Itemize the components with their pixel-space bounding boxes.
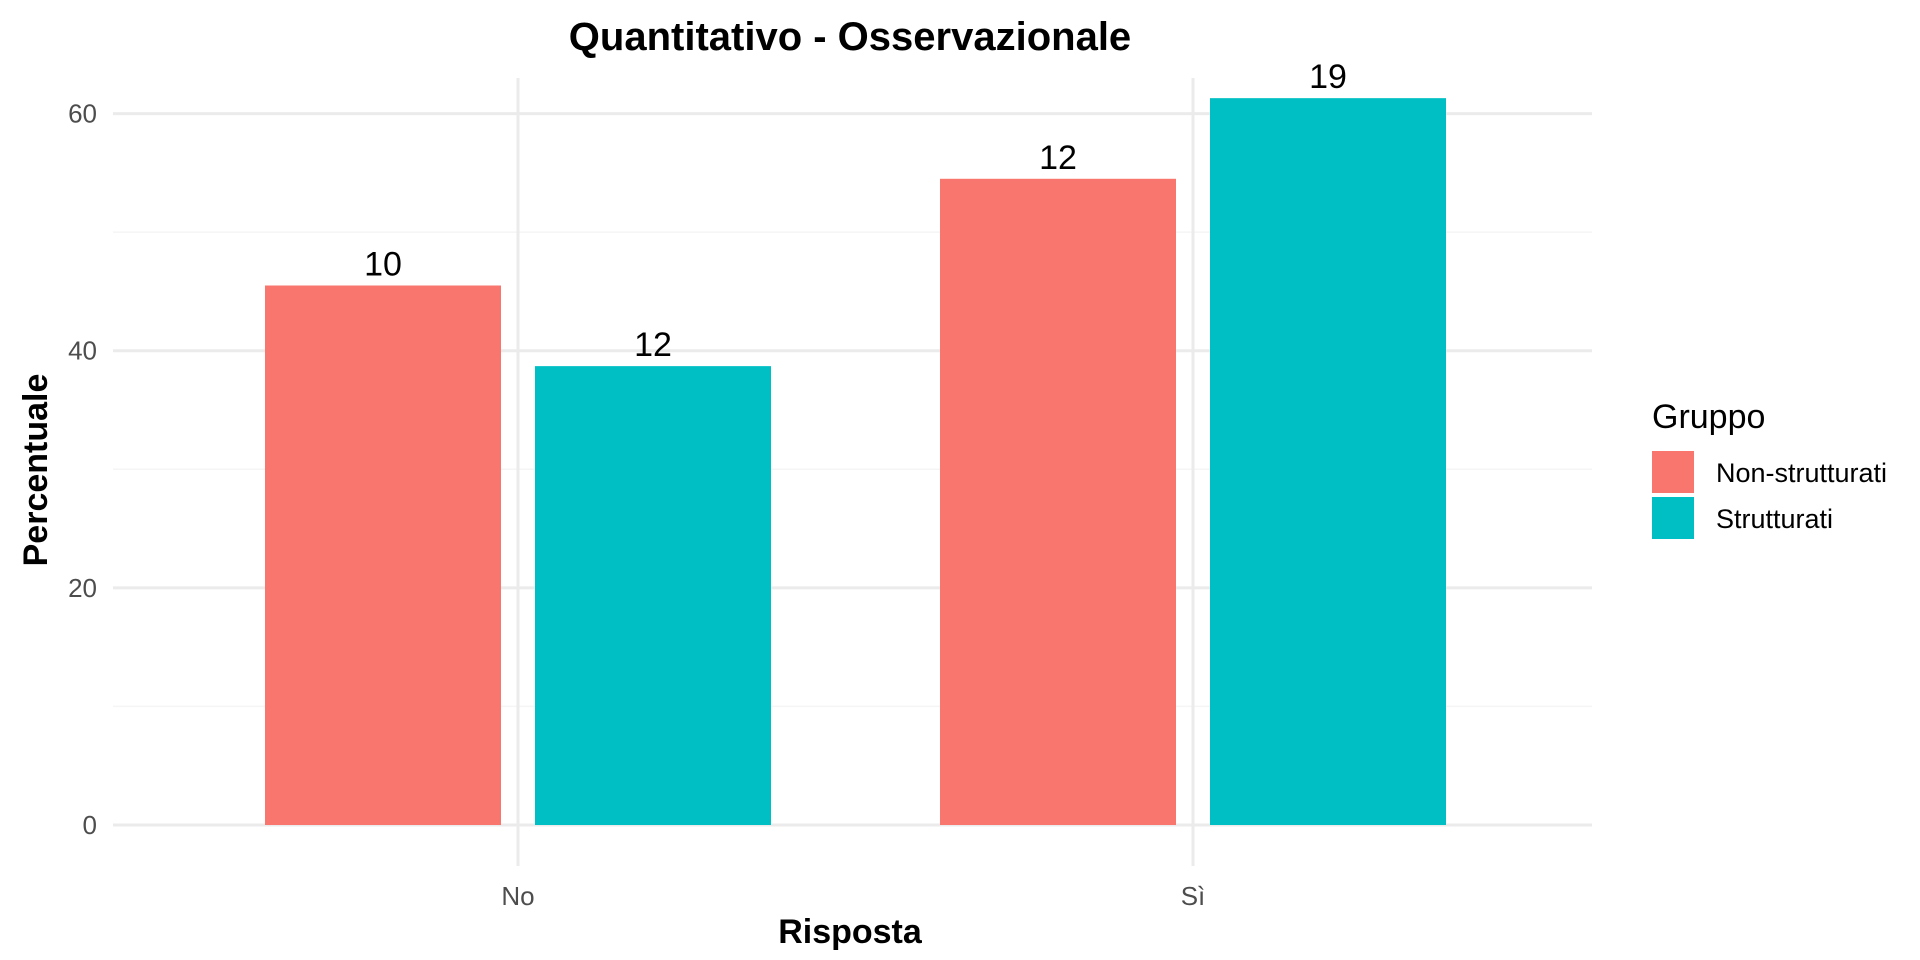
data-label: 19: [1309, 58, 1347, 96]
bars-layer: [265, 98, 1446, 826]
legend: Gruppo Non-strutturati Strutturati: [1652, 398, 1887, 539]
x-tick-label: Sì: [1181, 881, 1206, 911]
legend-swatch: [1652, 451, 1694, 493]
legend-title: Gruppo: [1652, 398, 1765, 436]
y-axis-title: Percentuale: [17, 374, 55, 567]
bar: [265, 285, 501, 825]
y-tick-label: 0: [83, 810, 97, 840]
x-tick-label: No: [501, 881, 534, 911]
legend-label: Non-strutturati: [1716, 458, 1887, 488]
legend-swatch: [1652, 497, 1694, 539]
data-label: 12: [1039, 139, 1077, 177]
y-tick-label: 40: [68, 336, 97, 366]
y-axis-ticks: 0 20 40 60: [68, 99, 97, 840]
chart-title: Quantitativo - Osservazionale: [569, 15, 1131, 59]
data-label: 10: [364, 246, 402, 284]
bar: [535, 366, 771, 825]
bar: [1210, 98, 1446, 825]
legend-label: Strutturati: [1716, 504, 1833, 534]
bar: [940, 178, 1176, 826]
y-tick-label: 20: [68, 573, 97, 603]
data-labels-layer: 10 12 12 19: [364, 58, 1347, 364]
x-axis-title: Risposta: [778, 913, 923, 951]
y-tick-label: 60: [68, 99, 97, 129]
x-axis-ticks: No Sì: [501, 881, 1205, 911]
data-label: 12: [634, 326, 672, 364]
